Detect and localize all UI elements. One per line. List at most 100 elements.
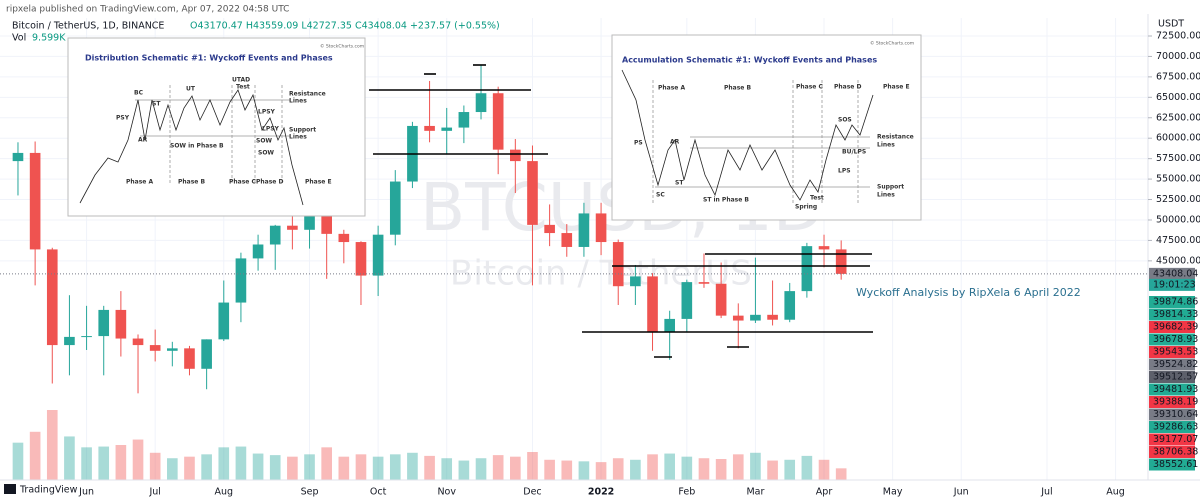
y-tick-label: 52500.00	[1156, 194, 1200, 205]
y-tick-label: 47500.00	[1156, 235, 1200, 246]
symbol: Bitcoin / TetherUS, 1D, BINANCE	[12, 21, 164, 32]
candle-body	[321, 205, 332, 234]
volume-bar	[681, 456, 693, 480]
y-tick-label: 62500.00	[1156, 112, 1200, 123]
candle-body	[612, 242, 624, 287]
x-tick-label: Jun	[78, 487, 94, 498]
candle-body	[647, 276, 658, 332]
price-tag-label: 39682.39	[1153, 322, 1198, 333]
inset-label: Resistance	[289, 91, 326, 98]
logo	[4, 484, 16, 494]
volume-bar	[149, 452, 161, 480]
inset-label: Phase E	[305, 179, 332, 186]
volume-bar	[424, 455, 435, 480]
volume-bar	[647, 454, 658, 480]
inset-label: UTAD	[232, 77, 250, 84]
candle-body	[664, 318, 675, 332]
inset-label: Support	[877, 184, 904, 191]
volume-bar	[458, 460, 470, 480]
inset-label: SC	[656, 192, 665, 199]
volume-bar	[715, 459, 727, 480]
price-tag-label: 19:01:23	[1153, 279, 1196, 290]
price-tag-label: 39524.82	[1153, 359, 1198, 370]
volume-bar	[218, 447, 230, 480]
price-tag-label: 39512.57	[1153, 372, 1198, 383]
candle-body	[372, 234, 384, 276]
inset-label: Phase C	[796, 84, 823, 91]
accumulation-inset	[611, 34, 922, 221]
x-tick-label: Sep	[301, 487, 319, 498]
y-tick-label: 50000.00	[1156, 214, 1200, 225]
inset-credit: © StockCharts.com	[870, 40, 914, 47]
inset-label: LPSY	[262, 126, 280, 133]
inset-label: Phase D	[834, 84, 861, 91]
drawings	[369, 64, 873, 358]
inset-label: SOS	[838, 117, 852, 124]
volume-bar	[750, 452, 761, 480]
inset-label: ST	[152, 101, 161, 108]
inset-label: SOW in Phase B	[170, 143, 224, 150]
volume-bar	[201, 454, 212, 480]
inset-label: PS	[634, 140, 643, 147]
footer: TradingView	[19, 485, 78, 496]
volume-bar	[527, 452, 538, 480]
price-tag-label: 43408.04	[1153, 268, 1198, 279]
volume-bar	[492, 455, 504, 480]
inset-lines	[79, 85, 304, 206]
plot	[0, 64, 1148, 480]
inset-label: Spring	[795, 204, 817, 211]
volume-bar	[818, 459, 830, 480]
candle-body	[510, 149, 521, 162]
candle-body	[544, 224, 555, 234]
price-tag	[1149, 267, 1195, 280]
price-tag	[1149, 371, 1195, 383]
inset-label: Lines	[877, 142, 895, 149]
price-tag	[1149, 321, 1195, 333]
inset-label: Lines	[289, 134, 307, 141]
candle-body	[561, 233, 573, 247]
vol-value: 9.599K	[32, 33, 66, 44]
volume-bar	[29, 431, 41, 480]
candle-body	[715, 283, 727, 316]
inset-label: Phase A	[126, 179, 153, 186]
volume-bar	[321, 447, 332, 480]
inset-label: Test	[810, 195, 824, 202]
candle-body	[458, 112, 470, 128]
x-tick-label: Jun	[953, 487, 969, 498]
volume-bar	[355, 454, 367, 480]
inset-frame	[67, 37, 366, 217]
price-tag-label: 39874.86	[1153, 297, 1198, 308]
y-tick-label: 55000.00	[1156, 174, 1200, 185]
volume-bar	[698, 458, 710, 480]
inset-label: ST	[675, 180, 684, 187]
volume-bar	[287, 456, 298, 480]
inset-label: Test	[236, 84, 250, 91]
volume-bar	[252, 453, 264, 480]
price-tag	[1149, 421, 1195, 433]
volume-bar	[46, 410, 58, 480]
inset-label: Phase E	[883, 84, 910, 91]
candle-body	[115, 309, 127, 339]
annotation: Wyckoff Analysis by RipXela 6 April 2022	[856, 286, 1081, 299]
volume-bar	[81, 447, 92, 480]
volume-bar	[372, 456, 384, 480]
candle-body	[441, 127, 453, 131]
candle-body	[98, 309, 110, 337]
inset-labels: Distribution Schematic #1: Wyckoff Event…	[85, 40, 914, 211]
inset-label: Phase D	[256, 179, 283, 186]
inset-label: AR	[670, 139, 680, 146]
volume-bar	[167, 458, 178, 480]
inset-frame	[611, 34, 922, 221]
x-tick-label: Feb	[678, 487, 695, 498]
inset-label: BU/LPS	[842, 149, 866, 156]
candle-body	[12, 152, 24, 162]
candle-body	[732, 315, 744, 321]
inset-label: SOW	[256, 138, 272, 145]
price-tag-label: 38552.61	[1153, 459, 1198, 470]
volume-bar	[544, 459, 555, 480]
x-tick-label: Jul	[148, 487, 160, 498]
volume-bar	[64, 436, 75, 480]
candle-body	[235, 258, 247, 303]
ohlc: O43170.47 H43559.09 L42727.35 C43408.04 …	[190, 21, 500, 32]
candle-body	[252, 244, 264, 259]
